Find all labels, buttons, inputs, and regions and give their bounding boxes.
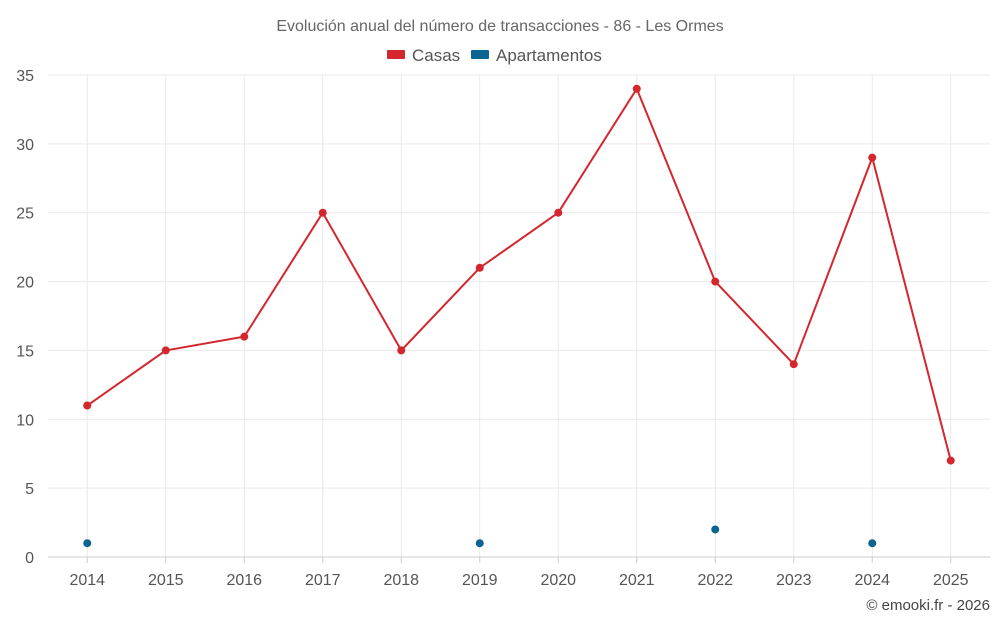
y-tick-label: 30	[16, 137, 34, 154]
data-point-casas[interactable]	[83, 401, 92, 410]
x-tick-label: 2022	[697, 572, 733, 589]
credit-text: © emooki.fr - 2026	[866, 597, 990, 614]
legend-swatch-apartamentos	[471, 50, 489, 59]
series-line-casas	[86, 87, 952, 461]
legend-label-apartamentos: Apartamentos	[496, 46, 602, 65]
x-tick-label: 2015	[148, 572, 184, 589]
x-tick-label: 2014	[69, 572, 105, 589]
legend-label-casas: Casas	[412, 46, 460, 65]
data-point-casas[interactable]	[789, 360, 798, 369]
y-tick-label: 15	[16, 343, 34, 360]
series	[83, 84, 955, 548]
data-point-casas[interactable]	[475, 263, 484, 272]
x-axis: 2014 2015 2016 2017 2018 2019 2020 2021 2022 2023…	[48, 556, 990, 589]
data-point-casas[interactable]	[946, 456, 955, 465]
data-point-casas[interactable]	[318, 208, 327, 217]
y-axis: 0 5 10 15 20 25 30 35	[16, 68, 34, 567]
data-point-apartamentos[interactable]	[711, 525, 720, 534]
y-tick-label: 10	[16, 412, 34, 429]
x-tick-label: 2023	[776, 572, 812, 589]
data-point-casas[interactable]	[397, 346, 406, 355]
grid	[48, 74, 990, 557]
x-tick-label: 2025	[933, 572, 969, 589]
y-tick-label: 5	[25, 481, 34, 498]
x-tick-label: 2020	[540, 572, 576, 589]
data-point-casas[interactable]	[554, 208, 563, 217]
data-point-apartamentos[interactable]	[868, 539, 877, 548]
y-tick-label: 0	[25, 550, 34, 567]
x-tick-label: 2016	[226, 572, 262, 589]
data-point-casas[interactable]	[711, 277, 720, 286]
data-point-casas[interactable]	[868, 153, 877, 162]
y-tick-label: 35	[16, 68, 34, 85]
x-tick-label: 2018	[383, 572, 419, 589]
data-point-apartamentos[interactable]	[475, 539, 484, 548]
data-point-casas[interactable]	[632, 84, 641, 93]
y-tick-label: 20	[16, 275, 34, 292]
legend-item-casas[interactable]: Casas	[387, 46, 460, 65]
legend-item-apartamentos[interactable]: Apartamentos	[471, 46, 602, 65]
chart-title: Evolución anual del número de transaccio…	[276, 18, 723, 35]
data-point-casas[interactable]	[161, 346, 170, 355]
x-tick-label: 2024	[854, 572, 890, 589]
y-tick-label: 25	[16, 206, 34, 223]
data-point-casas[interactable]	[240, 332, 249, 341]
data-point-apartamentos[interactable]	[83, 539, 92, 548]
x-tick-label: 2019	[462, 572, 498, 589]
x-tick-label: 2017	[305, 572, 341, 589]
legend: Casas Apartamentos	[387, 46, 602, 65]
legend-swatch-casas	[387, 50, 405, 59]
x-tick-label: 2021	[619, 572, 655, 589]
